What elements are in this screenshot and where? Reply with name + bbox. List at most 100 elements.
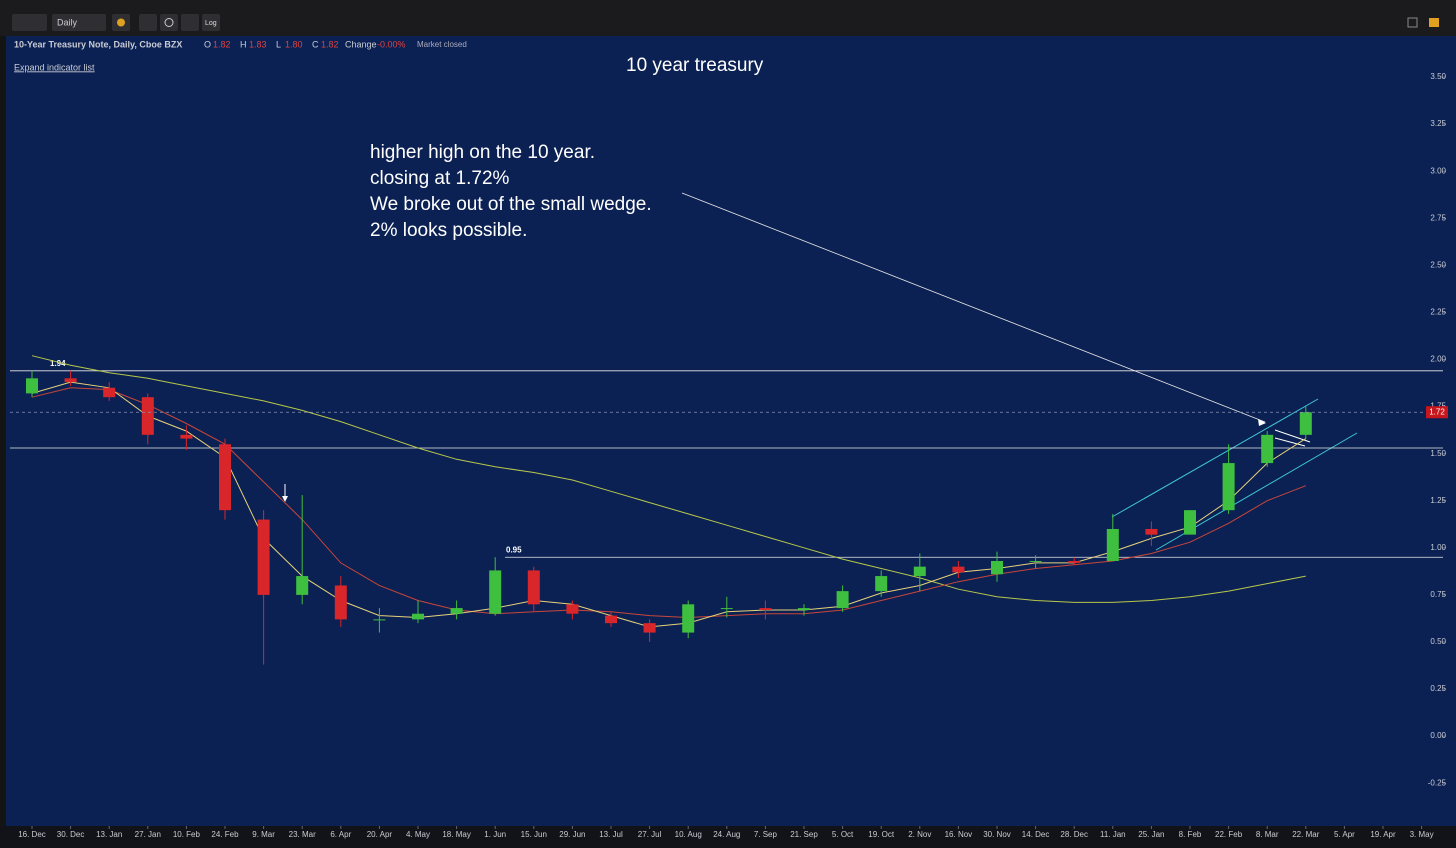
y-tick-label: 2.75 — [1430, 213, 1446, 222]
toolbar — [0, 0, 1456, 36]
candle-body — [1299, 412, 1312, 435]
y-tick-label: 2.00 — [1430, 355, 1446, 364]
log-label: Log — [205, 20, 217, 27]
candle-body — [26, 378, 38, 394]
moving-average — [31, 381, 1307, 628]
x-tick-label: 14. Dec — [1022, 830, 1050, 839]
trend-button[interactable] — [181, 14, 199, 31]
candle-body — [141, 397, 154, 435]
quote-value: 1.80 — [285, 39, 303, 49]
x-tick-label: 5. Oct — [832, 830, 854, 839]
y-tick-label: 0.50 — [1430, 637, 1446, 646]
expand-indicators[interactable]: Expand indicator list — [14, 62, 95, 72]
annotation-line: closing at 1.72% — [370, 168, 510, 189]
wedge-line — [1274, 437, 1306, 447]
candle-body — [1145, 528, 1158, 535]
quote-label: L — [276, 39, 281, 49]
y-tick-label: 0.00 — [1430, 731, 1446, 740]
chart-type-button[interactable] — [12, 14, 47, 31]
x-tick-label: 23. Mar — [289, 830, 316, 839]
candle-body — [682, 604, 695, 633]
quote: O 1.82 H 1.83 L 1.80 C 1.82 Change -0.00% Market c… — [204, 39, 467, 49]
candle-body — [798, 608, 810, 610]
candle-body — [1261, 434, 1274, 464]
y-tick-label: 2.25 — [1430, 308, 1446, 317]
candle-body — [257, 519, 270, 595]
candle-body — [450, 608, 463, 614]
x-tick-label: 20. Apr — [367, 830, 393, 839]
x-tick-label: 24. Feb — [211, 830, 239, 839]
log-button[interactable] — [202, 14, 220, 31]
x-tick-label: 4. May — [406, 830, 430, 839]
x-tick-label: 30. Nov — [983, 830, 1011, 839]
arrow-line — [681, 192, 1266, 423]
channel-line — [1111, 398, 1319, 518]
level-label: 0.95 — [506, 545, 522, 554]
y-tick-label: 1.50 — [1430, 449, 1446, 458]
y-tick-label: 3.50 — [1430, 72, 1446, 81]
fullscreen-button[interactable] — [1407, 17, 1418, 28]
quote-label: C — [312, 39, 319, 49]
candle-body — [489, 570, 502, 614]
candle-body — [643, 623, 656, 633]
moving-average — [31, 387, 1306, 619]
candle-body — [875, 576, 888, 592]
candle-body — [64, 378, 77, 383]
draw-button[interactable] — [139, 14, 157, 31]
annotation-line: 2% looks possible. — [370, 220, 527, 241]
candle-body — [296, 576, 309, 595]
candle-body — [412, 613, 424, 620]
x-tick-label: 27. Jul — [638, 830, 662, 839]
clock-button[interactable] — [160, 14, 178, 31]
candle-body — [913, 566, 926, 577]
snapshot-button[interactable] — [1429, 18, 1439, 27]
y-tick-label: 3.00 — [1430, 166, 1446, 175]
arrow-head — [1258, 419, 1266, 426]
x-tick-label: 8. Feb — [1179, 830, 1202, 839]
x-tick-label: 22. Mar — [1292, 830, 1319, 839]
x-tick-label: 1. Jun — [484, 830, 506, 839]
x-tick-label: 2. Nov — [908, 830, 931, 839]
price-tag — [1426, 406, 1448, 419]
change-label: Change — [345, 39, 377, 49]
x-tick-label: 5. Apr — [1334, 830, 1355, 839]
y-tick-label: 3.25 — [1430, 119, 1446, 128]
x-tick-label: 9. Mar — [252, 830, 275, 839]
annotation-line: higher high on the 10 year. — [370, 142, 595, 163]
candle-body — [1068, 561, 1081, 563]
candle-body — [103, 387, 116, 398]
x-tick-label: 21. Sep — [790, 830, 818, 839]
x-tick-label: 13. Jan — [96, 830, 122, 839]
x-tick-label: 8. Mar — [1256, 830, 1279, 839]
candle-body — [219, 444, 231, 511]
x-tick-label: 10. Aug — [675, 830, 702, 839]
candle-body — [836, 591, 849, 609]
x-tick-label: 16. Dec — [18, 830, 46, 839]
interval-dropdown[interactable] — [52, 14, 106, 31]
x-tick-label: 30. Dec — [57, 830, 85, 839]
x-tick-label: 27. Jan — [135, 830, 161, 839]
symbol: 10-Year Treasury Note, Daily, Cboe BZX — [14, 39, 182, 49]
candle-body — [180, 434, 193, 439]
quote-label: H — [240, 39, 247, 49]
plot-area: -0.25 0.00 0.25 0.50 0.75 1.00 1.25 1.50 1.75 2.0… — [10, 72, 1448, 839]
x-tick-label: 18. May — [442, 830, 470, 839]
x-tick-label: 29. Jun — [559, 830, 585, 839]
x-axis-strip — [0, 826, 1456, 848]
x-tick-label: 16. Nov — [945, 830, 973, 839]
x-tick-label: 3. May — [1410, 830, 1434, 839]
quote-label: O — [204, 39, 211, 49]
quote-value: 1.82 — [213, 39, 231, 49]
candle-body — [720, 608, 733, 610]
y-tick-label: 1.00 — [1430, 543, 1446, 552]
candle-body — [991, 561, 1003, 575]
level-label: 1.94 — [50, 359, 66, 368]
x-tick-label: 25. Jan — [1138, 830, 1164, 839]
x-tick-label: 19. Oct — [868, 830, 895, 839]
arrow-head — [282, 496, 288, 502]
y-tick-label: 1.75 — [1430, 402, 1446, 411]
price-tag-label: 1.72 — [1429, 407, 1445, 416]
